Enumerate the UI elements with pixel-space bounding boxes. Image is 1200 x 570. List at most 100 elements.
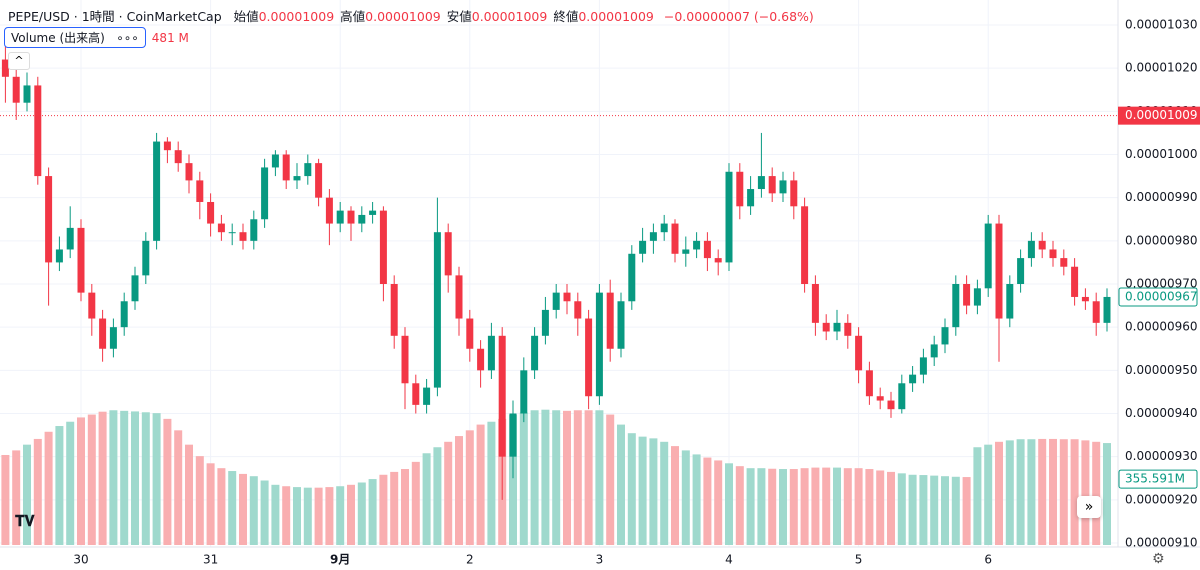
candle-body (520, 370, 528, 414)
x-tick-label: 3 (596, 553, 604, 567)
candle-body (282, 154, 290, 181)
candle-body (66, 227, 74, 250)
candle-body (358, 214, 366, 224)
candle-body (747, 189, 755, 207)
candle-body (844, 322, 852, 336)
candle-body (693, 240, 701, 250)
candle-body (1027, 240, 1035, 259)
volume-bar (627, 433, 636, 545)
volume-bar (12, 450, 21, 545)
candle-body (120, 301, 128, 328)
legend-value: 0.00001009 (578, 9, 654, 24)
volume-bar (811, 467, 820, 545)
candle-body (595, 292, 603, 397)
volume-bar (1092, 441, 1101, 545)
volume-bar (822, 467, 831, 545)
candle-body (909, 374, 917, 384)
candle-body (325, 197, 333, 224)
volume-bar (573, 410, 582, 545)
candle-body (239, 232, 247, 241)
volume-bar (109, 410, 118, 545)
volume-bar (411, 461, 420, 545)
candle-body (1, 59, 9, 77)
candle-body (876, 396, 884, 401)
legend-label: 高値 (340, 9, 366, 24)
volume-bar (23, 444, 31, 545)
y-tick-label: 0.00000950 (1125, 363, 1198, 377)
volume-bar (336, 486, 345, 545)
candle-body (1006, 284, 1014, 319)
volume-bar (347, 484, 355, 545)
candle-body (379, 210, 387, 284)
candle-body (801, 206, 809, 284)
y-tick-label: 0.00001000 (1125, 147, 1198, 161)
y-tick-label: 0.00000980 (1125, 233, 1198, 247)
candle-body (466, 318, 474, 349)
candle-body (736, 171, 744, 207)
volume-bar (768, 468, 777, 545)
candle-body (1071, 266, 1079, 297)
volume-bar (152, 413, 161, 545)
volume-bar (595, 410, 604, 545)
candle-body (433, 232, 441, 388)
candle-body (725, 171, 733, 263)
x-tick-label: 2 (466, 553, 474, 567)
volume-bar (757, 468, 766, 545)
volume-bar (681, 450, 690, 545)
last-price-label: 0.00000967 (1125, 289, 1198, 303)
candle-body (250, 219, 258, 241)
candle-body (196, 180, 204, 202)
x-tick-label: 6 (984, 553, 992, 567)
candle-body (768, 176, 776, 194)
candle-body (477, 348, 485, 371)
volume-bar (185, 444, 193, 545)
volume-bar (703, 457, 712, 545)
candle-body (12, 76, 20, 103)
x-tick-label: 30 (73, 553, 88, 567)
scroll-right-button[interactable]: » (1077, 496, 1101, 518)
y-tick-label: 0.00000960 (1125, 320, 1198, 334)
settings-button[interactable]: ⚙ (1152, 551, 1165, 567)
candle-body (963, 284, 971, 306)
candle-body (628, 253, 636, 302)
y-tick-label: 0.00001030 (1125, 18, 1198, 32)
volume-bar (962, 477, 971, 545)
volume-indicator[interactable]: Volume (出来高) ∘∘∘ (4, 27, 146, 48)
candle-body (1049, 249, 1057, 259)
candle-body (649, 232, 657, 241)
candle-body (336, 210, 344, 224)
volume-bar (98, 411, 107, 545)
volume-bar (995, 441, 1003, 545)
volume-bar (584, 410, 593, 545)
candle-body (790, 180, 798, 207)
volume-bar (465, 430, 474, 545)
volume-bar (1016, 439, 1025, 545)
volume-bar (1049, 438, 1057, 545)
volume-bar (206, 463, 215, 545)
volume-bar (984, 444, 993, 545)
x-tick-label: 31 (203, 553, 218, 567)
volume-bar (552, 410, 561, 545)
volume-bar (789, 469, 798, 545)
candle-body (34, 85, 42, 177)
candle-body (509, 413, 517, 457)
volume-bar (141, 412, 150, 545)
candle-body (1038, 240, 1046, 250)
volume-bar (368, 479, 377, 545)
volume-bar (541, 409, 550, 545)
candle-body (855, 335, 863, 371)
candle-body (109, 327, 117, 349)
candle-body (390, 284, 398, 336)
volume-bar (671, 446, 679, 545)
x-tick-label: 9月 (330, 553, 350, 567)
candle-body (541, 309, 549, 336)
volume-bar (282, 486, 291, 545)
volume-bar (800, 468, 809, 545)
collapse-button[interactable]: ^ (8, 52, 30, 70)
volume-bar (314, 487, 323, 545)
candle-body (23, 85, 31, 103)
candle-body (131, 275, 139, 302)
volume-bar (379, 474, 388, 545)
